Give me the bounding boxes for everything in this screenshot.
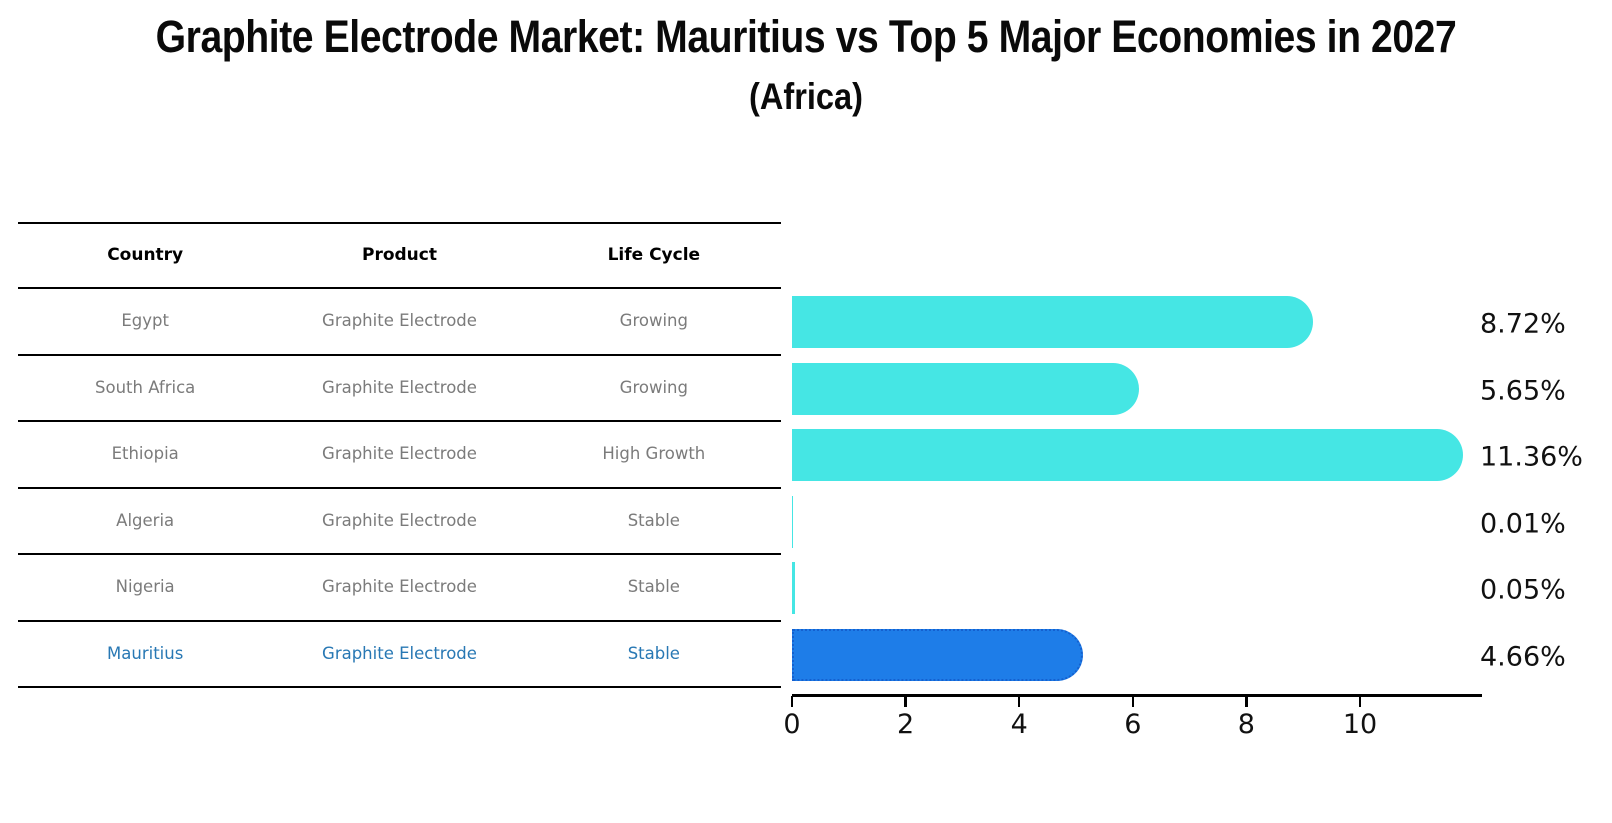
- bar-south-africa: [792, 362, 1139, 415]
- x-axis-tick-label: 6: [1124, 709, 1142, 740]
- bar-value-label-ethiopia: 11.36%: [1480, 441, 1583, 473]
- x-axis-tick: [1131, 696, 1135, 707]
- table-cell-life-cycle: Stable: [627, 510, 680, 530]
- table-cell-life-cycle: Growing: [619, 377, 688, 397]
- table-row-nigeria: Nigeria Graphite Electrode Stable: [18, 555, 781, 622]
- table-cell-country: South Africa: [95, 377, 196, 397]
- bar-egypt: [792, 296, 1314, 348]
- table-cell-country: Algeria: [116, 510, 175, 530]
- x-axis-tick: [1017, 696, 1021, 707]
- table-cell-country: Egypt: [121, 311, 169, 331]
- table-cell-product: Graphite Electrode: [322, 510, 477, 530]
- bar-ethiopia: [792, 429, 1464, 481]
- x-axis-tick-label: 0: [783, 709, 801, 740]
- table-header-country: Country: [107, 245, 184, 266]
- bar-value-label-south-africa: 5.65%: [1480, 375, 1566, 406]
- table-cell-country: Mauritius: [107, 643, 184, 663]
- chart-title: Graphite Electrode Market: Mauritius vs …: [155, 11, 1457, 62]
- bar-mauritius: [792, 628, 1083, 681]
- table-cell-product: Graphite Electrode: [322, 444, 477, 464]
- x-axis-tick: [790, 696, 794, 707]
- table-row-ethiopia: Ethiopia Graphite Electrode High Growth: [18, 422, 781, 489]
- table-header-product: Product: [361, 245, 437, 266]
- table-row-mauritius: Mauritius Graphite Electrode Stable: [18, 622, 781, 688]
- bar-algeria: [792, 495, 793, 548]
- bar-value-label-algeria: 0.01%: [1480, 508, 1566, 539]
- x-axis-tick-label: 10: [1342, 709, 1378, 740]
- data-table: Country Product Life Cycle Egypt Graphite…: [18, 222, 781, 688]
- table-row-egypt: Egypt Graphite Electrode Growing: [18, 289, 781, 356]
- table-body: Egypt Graphite Electrode Growing South Afri…: [18, 289, 781, 688]
- table-cell-life-cycle: Growing: [619, 311, 688, 331]
- table-row-south-africa: South Africa Graphite Electrode Growing: [18, 356, 781, 422]
- table-cell-product: Graphite Electrode: [322, 311, 477, 331]
- bar-value-label-nigeria: 0.05%: [1480, 574, 1566, 606]
- table-cell-country: Nigeria: [115, 577, 175, 597]
- table-cell-product: Graphite Electrode: [322, 577, 477, 597]
- table-cell-product: Graphite Electrode: [322, 377, 477, 397]
- table-cell-life-cycle: Stable: [627, 643, 680, 663]
- x-axis-tick-label: 8: [1237, 709, 1255, 740]
- bar-value-label-mauritius: 4.66%: [1480, 641, 1566, 672]
- x-axis-tick-label: 4: [1010, 709, 1028, 740]
- table-header-row: Country Product Life Cycle: [18, 222, 781, 289]
- table-cell-product: Graphite Electrode: [322, 643, 477, 663]
- table-cell-country: Ethiopia: [111, 444, 179, 464]
- x-axis-tick-label: 2: [897, 709, 915, 740]
- x-axis-line: [792, 694, 1482, 697]
- chart-subtitle: (Africa): [749, 76, 863, 117]
- x-axis-tick: [904, 696, 907, 707]
- bar-value-label-egypt: 8.72%: [1480, 308, 1566, 340]
- table-cell-life-cycle: Stable: [627, 577, 680, 597]
- table-header-life-cycle: Life Cycle: [607, 245, 701, 266]
- table-cell-life-cycle: High Growth: [602, 444, 706, 464]
- x-axis-tick: [1358, 696, 1362, 707]
- table-row-algeria: Algeria Graphite Electrode Stable: [18, 489, 781, 555]
- bar-nigeria: [792, 562, 795, 614]
- x-axis-tick: [1245, 696, 1248, 707]
